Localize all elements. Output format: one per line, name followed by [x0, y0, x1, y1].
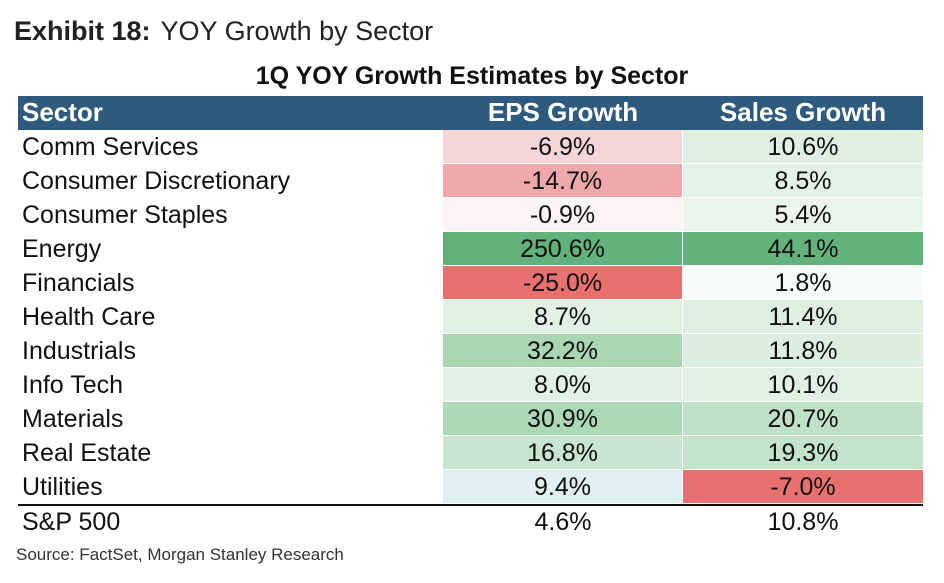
- total-sector-cell: S&P 500: [22, 508, 121, 536]
- sector-cell: Financials: [22, 269, 135, 297]
- table-row: Real Estate 16.8% 19.3%: [18, 436, 923, 470]
- table-row: Health Care 8.7% 11.4%: [18, 300, 923, 334]
- sales-growth-cell: 20.7%: [683, 402, 923, 436]
- table-row: Consumer Staples -0.9% 5.4%: [18, 198, 923, 232]
- header-sector: Sector: [18, 96, 443, 130]
- eps-growth-cell: 9.4%: [443, 470, 683, 504]
- table-row: Financials -25.0% 1.8%: [18, 266, 923, 300]
- exhibit-title: YOY Growth by Sector: [160, 16, 434, 46]
- eps-growth-cell: -25.0%: [443, 266, 683, 300]
- sales-growth-cell: 44.1%: [683, 232, 923, 266]
- sales-growth-cell: 5.4%: [683, 198, 923, 232]
- table-row: Energy 250.6% 44.1%: [18, 232, 923, 266]
- sales-growth-cell: 11.4%: [683, 300, 923, 334]
- sector-cell: Health Care: [22, 303, 156, 331]
- header-eps-growth: EPS Growth: [443, 96, 683, 130]
- sector-cell: Energy: [22, 235, 102, 263]
- sector-cell: Materials: [22, 405, 124, 433]
- eps-growth-cell: 8.7%: [443, 300, 683, 334]
- sales-growth-cell: 1.8%: [683, 266, 923, 300]
- table-row: Consumer Discretionary -14.7% 8.5%: [18, 164, 923, 198]
- exhibit-heading: Exhibit 18: YOY Growth by Sector: [14, 16, 433, 47]
- table-row: Comm Services -6.9% 10.6%: [18, 130, 923, 164]
- eps-growth-cell: 30.9%: [443, 402, 683, 436]
- sales-growth-cell: 11.8%: [683, 334, 923, 368]
- sector-cell: Utilities: [22, 473, 103, 501]
- eps-growth-cell: 8.0%: [443, 368, 683, 402]
- sector-cell: Consumer Discretionary: [22, 167, 291, 195]
- table-row: Utilities 9.4% -7.0%: [18, 470, 923, 504]
- header-sales-growth: Sales Growth: [683, 96, 923, 130]
- table-row: Materials 30.9% 20.7%: [18, 402, 923, 436]
- growth-table: Sector EPS Growth Sales Growth Comm Serv…: [18, 96, 923, 540]
- eps-growth-cell: 250.6%: [443, 232, 683, 266]
- sales-growth-cell: 10.1%: [683, 368, 923, 402]
- sector-cell: Comm Services: [22, 133, 199, 161]
- sector-cell: Industrials: [22, 337, 136, 365]
- total-divider: [18, 504, 923, 506]
- sector-cell: Info Tech: [22, 371, 124, 399]
- sales-growth-cell: 10.6%: [683, 130, 923, 164]
- eps-growth-cell: -14.7%: [443, 164, 683, 198]
- table-header-row: Sector EPS Growth Sales Growth: [18, 96, 923, 130]
- sales-growth-cell: 19.3%: [683, 436, 923, 470]
- eps-growth-cell: -6.9%: [443, 130, 683, 164]
- total-sales-cell: 10.8%: [767, 508, 839, 536]
- total-row: S&P 500 4.6% 10.8%: [18, 506, 923, 540]
- total-eps-cell: 4.6%: [534, 508, 592, 536]
- table-title: 1Q YOY Growth Estimates by Sector: [255, 62, 689, 90]
- eps-growth-cell: -0.9%: [443, 198, 683, 232]
- table-body: Comm Services -6.9% 10.6% Consumer Discreti…: [18, 130, 923, 504]
- sales-growth-cell: -7.0%: [683, 470, 923, 504]
- eps-growth-cell: 16.8%: [443, 436, 683, 470]
- sector-cell: Consumer Staples: [22, 201, 228, 229]
- sector-cell: Real Estate: [22, 439, 152, 467]
- table-row: Info Tech 8.0% 10.1%: [18, 368, 923, 402]
- exhibit-label: Exhibit 18:: [14, 16, 151, 46]
- table-row: Industrials 32.2% 11.8%: [18, 334, 923, 368]
- sales-growth-cell: 8.5%: [683, 164, 923, 198]
- source-note: Source: FactSet, Morgan Stanley Research: [16, 545, 344, 564]
- eps-growth-cell: 32.2%: [443, 334, 683, 368]
